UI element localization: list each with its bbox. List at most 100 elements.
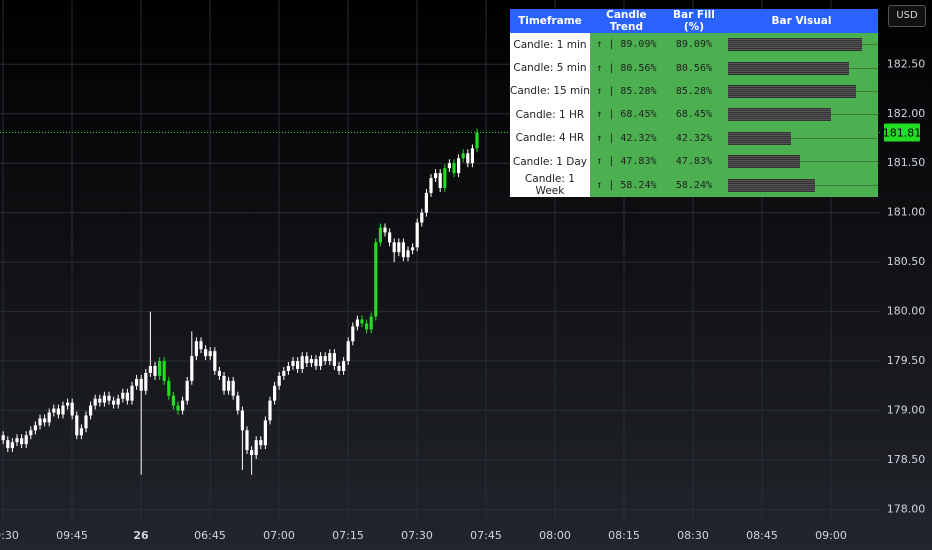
candle-body bbox=[296, 361, 300, 369]
candle-body bbox=[434, 173, 438, 179]
timeframe-cell: Candle: 15 min bbox=[510, 79, 590, 104]
candle-body bbox=[309, 359, 313, 364]
candle-body bbox=[411, 247, 415, 251]
y-tick-label: 178.50 bbox=[887, 453, 926, 466]
candle-body bbox=[43, 418, 47, 423]
candle-body bbox=[443, 168, 447, 188]
candle-body bbox=[148, 366, 152, 373]
candle-body bbox=[452, 163, 456, 174]
candle-body bbox=[162, 361, 166, 381]
candle-body bbox=[231, 380, 235, 396]
candle-body bbox=[323, 356, 327, 362]
x-tick-label: 07:15 bbox=[332, 529, 364, 542]
candle-body bbox=[397, 242, 401, 253]
bar-visual-cell bbox=[724, 33, 878, 57]
candle-body bbox=[319, 356, 323, 367]
candle-body bbox=[424, 192, 428, 213]
trend-cell: ↑ | 80.56% bbox=[589, 56, 663, 80]
candle-body bbox=[300, 356, 304, 369]
bar-visual-cell bbox=[724, 79, 878, 104]
candle-body bbox=[181, 400, 185, 411]
fill-cell: 47.83% bbox=[662, 149, 725, 174]
candle-body bbox=[176, 405, 180, 411]
candle-body bbox=[355, 319, 359, 327]
candle-body bbox=[89, 405, 93, 416]
bar-fill bbox=[727, 155, 800, 169]
y-tick-label: 181.00 bbox=[887, 206, 926, 219]
candle-body bbox=[447, 163, 451, 169]
candle-body bbox=[328, 353, 332, 362]
x-tick-label: 09:30 bbox=[0, 529, 19, 542]
candle-body bbox=[116, 398, 120, 405]
y-tick-label: 179.00 bbox=[887, 404, 926, 417]
fill-cell: 89.09% bbox=[662, 33, 725, 57]
y-tick-label: 178.00 bbox=[887, 502, 926, 515]
table-row: Candle: 1 HR ↑ | 68.45% 68.45% bbox=[510, 103, 878, 127]
candle-body bbox=[33, 425, 37, 431]
candle-body bbox=[185, 380, 189, 401]
candle-body bbox=[374, 242, 378, 317]
bar-track bbox=[727, 161, 878, 163]
candle-body bbox=[61, 405, 65, 415]
candle-body bbox=[254, 440, 258, 456]
y-tick-label: 179.50 bbox=[887, 354, 926, 367]
timeframe-cell: Candle: 1 min bbox=[510, 33, 590, 57]
candle-body bbox=[470, 148, 474, 164]
candle-body bbox=[38, 418, 42, 426]
x-tick-label: 08:15 bbox=[608, 529, 640, 542]
trend-cell: ↑ | 85.28% bbox=[589, 79, 663, 104]
candle-body bbox=[56, 408, 60, 415]
candle-body bbox=[466, 153, 470, 164]
bar-box bbox=[727, 84, 878, 98]
candle-body bbox=[268, 400, 272, 421]
candle-body bbox=[29, 430, 33, 436]
bar-fill bbox=[727, 61, 849, 75]
candle-body bbox=[250, 450, 254, 456]
candle-body bbox=[438, 173, 442, 188]
candle-body bbox=[112, 400, 116, 405]
bar-box bbox=[727, 61, 878, 75]
candle-body bbox=[6, 440, 10, 449]
candle-body bbox=[475, 132, 479, 149]
candle-body bbox=[286, 366, 290, 371]
candle-body bbox=[139, 378, 143, 391]
candle-body bbox=[98, 398, 102, 403]
x-tick-label: 08:00 bbox=[539, 529, 571, 542]
currency-button[interactable]: USD bbox=[888, 5, 926, 27]
timeframe-cell: Candle: 4 HR bbox=[510, 126, 590, 150]
timeframe-cell: Candle: 5 min bbox=[510, 56, 590, 80]
candle-body bbox=[10, 442, 14, 449]
candle-body bbox=[190, 356, 194, 381]
candle-body bbox=[305, 356, 309, 364]
bar-visual-cell bbox=[724, 103, 878, 127]
candle-body bbox=[70, 402, 74, 416]
trend-cell: ↑ | 68.45% bbox=[589, 103, 663, 127]
trend-cell: ↑ | 42.32% bbox=[589, 126, 663, 150]
bar-fill bbox=[727, 84, 856, 98]
candle-body bbox=[171, 395, 175, 406]
trend-cell: ↑ | 89.09% bbox=[589, 33, 663, 57]
candle-body bbox=[222, 375, 226, 391]
bar-visual-cell bbox=[724, 56, 878, 80]
x-tick-label: 08:45 bbox=[746, 529, 778, 542]
table-row: Candle: 4 HR ↑ | 42.32% 42.32% bbox=[510, 126, 878, 150]
y-tick-label: 182.50 bbox=[887, 57, 926, 70]
bar-fill bbox=[727, 38, 862, 52]
timeframe-table: Timeframe Candle Trend Bar Fill (%) Bar Vis… bbox=[510, 9, 878, 198]
x-tick-label: 07:00 bbox=[263, 529, 295, 542]
candle-body bbox=[204, 349, 208, 357]
candle-body bbox=[378, 227, 382, 243]
candle-body bbox=[401, 242, 405, 258]
candle-body bbox=[66, 402, 70, 406]
table-row: Candle: 5 min ↑ | 80.56% 80.56% bbox=[510, 56, 878, 80]
candle-body bbox=[461, 153, 465, 159]
candle-body bbox=[291, 361, 295, 367]
candle-body bbox=[388, 232, 392, 243]
trend-cell: ↑ | 58.24% bbox=[589, 173, 663, 198]
timeframe-cell: Candle: 1 Week bbox=[510, 173, 590, 198]
bar-fill bbox=[727, 131, 792, 145]
x-tick-label: 09:45 bbox=[56, 529, 88, 542]
bar-box bbox=[727, 38, 878, 52]
candle-body bbox=[277, 375, 281, 386]
